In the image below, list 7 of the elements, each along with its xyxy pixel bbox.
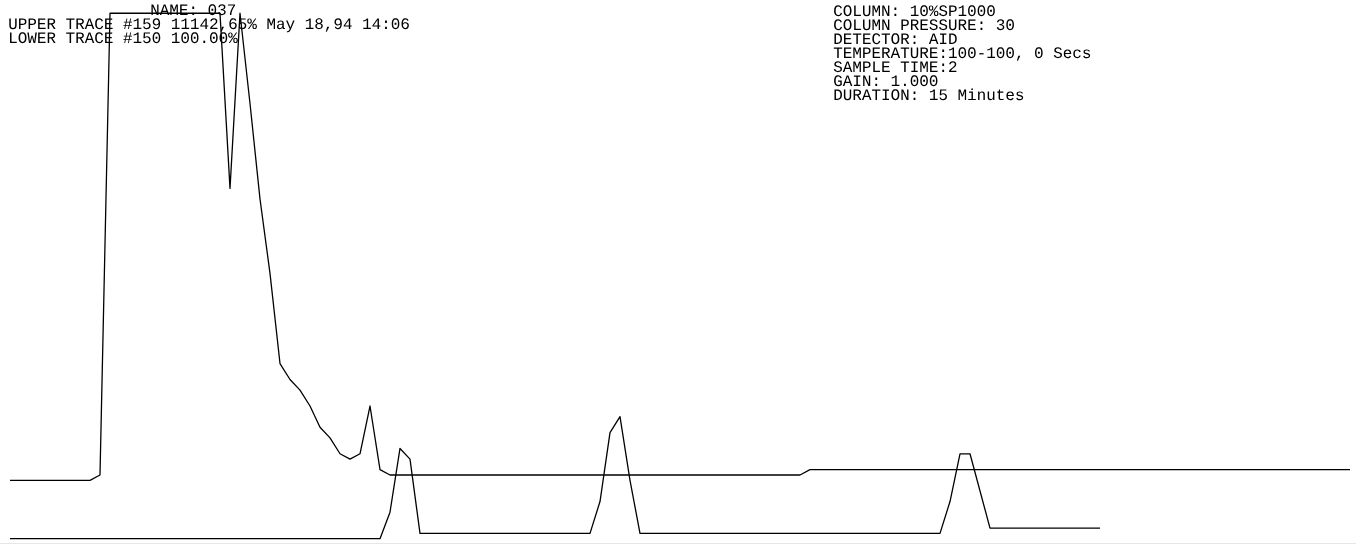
annotation: COLUMN: 10%SP1000 xyxy=(834,5,995,17)
annotation: SAMPLE TIME:2 xyxy=(833,61,957,73)
annotation: COLUMN PRESSURE: 30 xyxy=(834,19,1014,31)
annotation: TEMPERATURE:100-100, 0 Secs xyxy=(833,47,1091,61)
annotation: DURATION: 15 Minutes xyxy=(834,88,1024,101)
annotation: GAIN: 1.000 xyxy=(834,75,938,87)
annotation: DETECTOR: AID xyxy=(834,33,957,45)
